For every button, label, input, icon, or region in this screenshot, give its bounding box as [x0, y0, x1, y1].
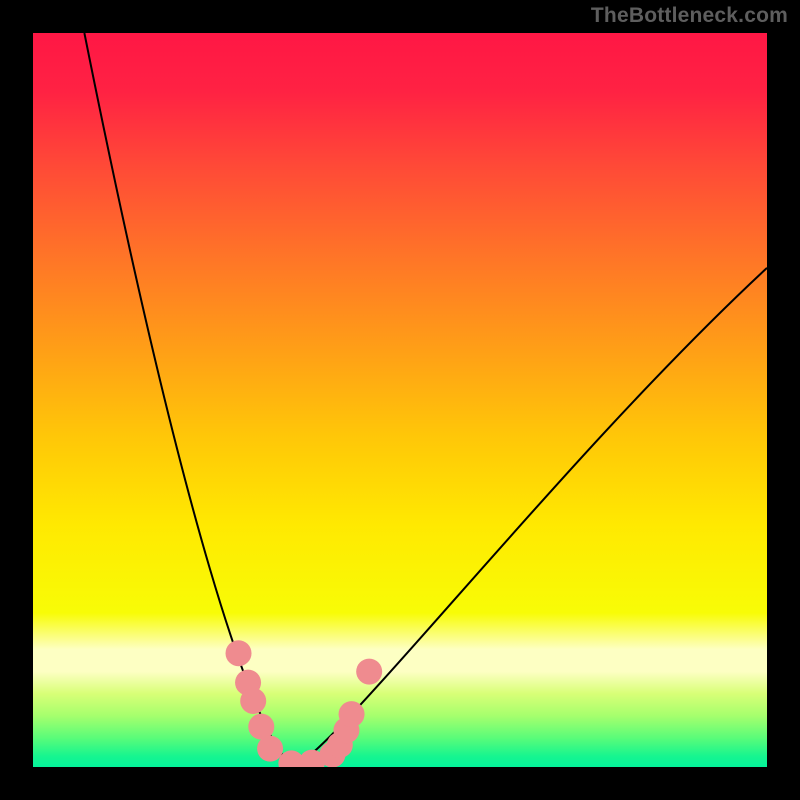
watermark-text: TheBottleneck.com: [591, 4, 788, 28]
marker-point: [226, 640, 252, 666]
marker-point: [257, 736, 283, 762]
marker-point: [356, 659, 382, 685]
marker-point: [240, 688, 266, 714]
chart-root: TheBottleneck.com: [0, 0, 800, 800]
chart-svg: [0, 0, 800, 800]
plot-gradient-background: [33, 33, 767, 767]
marker-point: [339, 701, 365, 727]
